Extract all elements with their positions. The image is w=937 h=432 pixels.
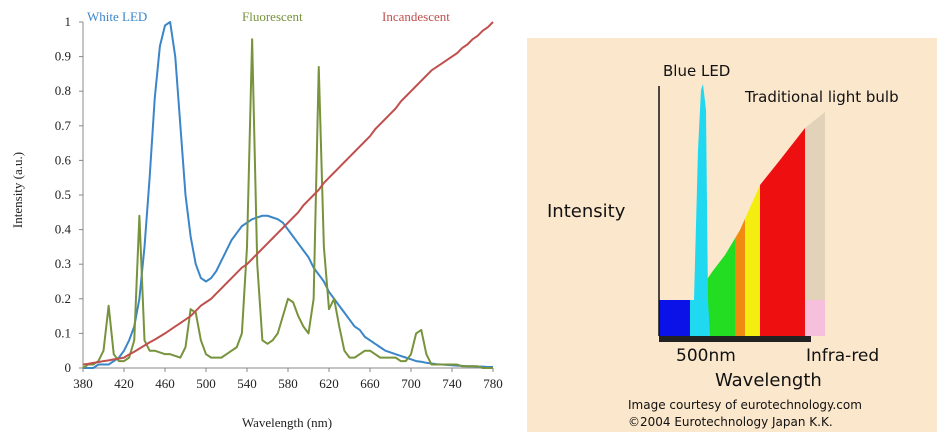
x-tick-label: 660 [360,376,380,391]
x-tick-label: 700 [401,376,421,391]
legend-label: Incandescent [382,9,450,24]
y-axis-title: Intensity (a.u.) [10,152,25,228]
y-tick-label: 0.2 [55,291,71,306]
shadow [659,336,811,342]
credit-line: Image courtesy of eurotechnology.com [628,398,862,412]
y-tick-label: 0.4 [55,222,72,237]
band-pink [805,300,825,336]
x-tick-label: 460 [155,376,175,391]
legend-label: Fluorescent [242,9,303,24]
x-end-label: Infra-red [806,346,879,366]
y-tick-label: 0.5 [55,187,71,202]
y-tick-label: 1 [65,14,72,29]
x-tick-label: 540 [237,376,257,391]
legend-label: White LED [87,9,147,24]
blue-led-spike [690,84,710,336]
bulb-label: Traditional light bulb [744,88,899,106]
x-tick-label: 620 [319,376,339,391]
band-blue [659,300,690,336]
series-line [82,21,494,366]
x-tick-label: 740 [442,376,462,391]
x-axis-title: Wavelength [715,370,822,391]
credit-line: ©2004 Eurotechnology Japan K.K. [628,415,833,429]
y-tick-label: 0.7 [55,118,72,133]
line-chart: Wavelength (nm) Intensity (a.u.) 0 0.1 0.2… [10,9,503,430]
y-tick-label: 0.8 [55,83,71,98]
panel-background [527,38,937,432]
spectrum-illustration: Blue LED Traditional light bulb Intensit… [527,38,937,432]
y-tick-label: 0.9 [55,49,71,64]
x-tick-label: 780 [483,376,503,391]
x-tick-label: 380 [73,376,93,391]
y-tick-label: 0.6 [55,152,72,167]
x-tick-label: 420 [114,376,134,391]
y-tick-label: 0.1 [55,325,71,340]
series-line [83,21,493,369]
x-tick-label: 580 [278,376,298,391]
x-start-label: 500nm [676,346,736,366]
blue-led-label: Blue LED [663,62,730,80]
y-tick-label: 0 [65,360,72,375]
y-tick-label: 0.3 [55,256,71,271]
x-axis-title: Wavelength (nm) [242,415,332,430]
series-line [82,38,493,369]
y-axis-title: Intensity [547,201,626,222]
x-tick-label: 500 [196,376,216,391]
band-infrared [805,112,825,336]
